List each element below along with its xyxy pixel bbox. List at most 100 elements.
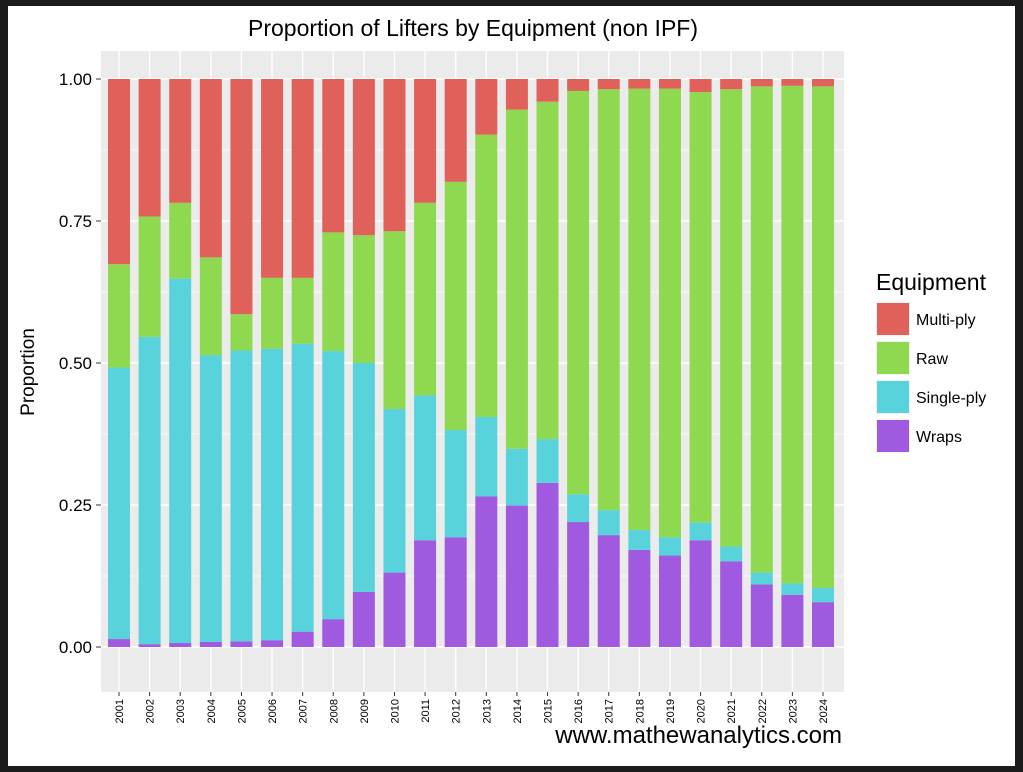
x-tick-label: 2002 — [145, 699, 157, 723]
bar-segment-raw-2011 — [414, 202, 437, 396]
bar-segment-multi-ply-2006 — [261, 79, 284, 278]
x-tick-label: 2015 — [543, 699, 555, 723]
legend: Equipment Multi-ply Raw Single-ply Wraps — [876, 269, 987, 453]
bar-segment-single-ply-2006 — [261, 348, 284, 641]
bar-segment-single-ply-2001 — [108, 367, 130, 640]
bar-segment-raw-2016 — [567, 90, 590, 495]
bar-segment-single-ply-2016 — [567, 494, 590, 523]
bar-segment-multi-ply-2013 — [475, 79, 498, 135]
bar-segment-raw-2015 — [536, 101, 559, 440]
bar-segment-raw-2014 — [505, 109, 528, 449]
bar-segment-multi-ply-2007 — [291, 79, 314, 278]
bars — [108, 79, 834, 647]
bar-segment-wraps-2010 — [383, 572, 406, 647]
bar-segment-single-ply-2004 — [199, 355, 222, 642]
bar-segment-raw-2004 — [199, 257, 222, 356]
bar-segment-multi-ply-2008 — [322, 79, 345, 233]
bar-segment-single-ply-2010 — [383, 409, 406, 573]
bar-segment-wraps-2024 — [812, 602, 834, 647]
bar-segment-wraps-2021 — [720, 561, 743, 647]
bar-segment-wraps-2006 — [261, 640, 284, 647]
bar-segment-wraps-2008 — [322, 619, 345, 647]
bar-segment-raw-2020 — [689, 92, 712, 523]
bar-segment-multi-ply-2022 — [750, 79, 773, 87]
bar-segment-single-ply-2022 — [750, 572, 773, 585]
bar-segment-single-ply-2018 — [628, 529, 651, 550]
bar-segment-multi-ply-2004 — [199, 79, 222, 258]
bar-segment-raw-2003 — [169, 202, 192, 279]
plot-panel — [101, 51, 844, 692]
bar-segment-multi-ply-2005 — [230, 79, 253, 315]
x-tick-label: 2022 — [757, 699, 769, 723]
legend-label: Multi-ply — [916, 312, 976, 329]
bar-segment-single-ply-2011 — [414, 395, 437, 541]
bar-segment-wraps-2003 — [169, 643, 192, 647]
x-tick-label: 2004 — [206, 699, 218, 723]
bar-segment-wraps-2018 — [628, 549, 651, 647]
y-tick-label: 0.25 — [59, 496, 92, 515]
bar-segment-raw-2017 — [597, 89, 620, 511]
x-tick-label: 2018 — [634, 699, 646, 723]
x-tick-label: 2009 — [359, 699, 371, 723]
bar-segment-single-ply-2021 — [720, 546, 743, 562]
bar-segment-raw-2001 — [108, 264, 130, 368]
bar-segment-wraps-2015 — [536, 482, 559, 647]
bar-segment-raw-2021 — [720, 89, 743, 547]
bar-segment-raw-2010 — [383, 231, 406, 410]
bar-segment-multi-ply-2010 — [383, 79, 406, 232]
bar-segment-single-ply-2013 — [475, 416, 498, 497]
bar-segment-wraps-2011 — [414, 540, 437, 647]
bar-segment-single-ply-2014 — [505, 448, 528, 506]
legend-label: Wraps — [916, 429, 962, 446]
bar-segment-raw-2005 — [230, 314, 253, 351]
bar-segment-multi-ply-2024 — [812, 79, 834, 87]
x-tick-label: 2020 — [696, 699, 708, 723]
x-tick-label: 2016 — [573, 699, 585, 723]
y-axis: 0.00 0.25 0.50 0.75 1.00 — [59, 70, 101, 657]
bar-segment-wraps-2007 — [291, 631, 314, 647]
legend-swatch-wraps — [877, 420, 909, 452]
bar-segment-multi-ply-2014 — [505, 79, 528, 110]
legend-swatch-multi-ply — [877, 303, 909, 335]
bar-segment-multi-ply-2012 — [444, 79, 467, 182]
bar-segment-multi-ply-2020 — [689, 79, 712, 93]
bar-segment-raw-2022 — [750, 86, 773, 573]
bar-segment-single-ply-2008 — [322, 351, 345, 620]
y-tick-label: 0.00 — [59, 638, 92, 657]
bar-segment-wraps-2002 — [138, 644, 161, 647]
bar-segment-multi-ply-2021 — [720, 79, 743, 90]
chart-frame: Proportion of Lifters by Equipment (non … — [8, 6, 1015, 766]
bar-segment-multi-ply-2009 — [352, 79, 375, 236]
chart-title: Proportion of Lifters by Equipment (non … — [248, 15, 698, 41]
bar-segment-wraps-2022 — [750, 584, 773, 647]
x-tick-label: 2023 — [787, 699, 799, 723]
x-tick-label: 2021 — [726, 699, 738, 723]
bar-segment-raw-2007 — [291, 277, 314, 344]
bar-segment-raw-2006 — [261, 277, 284, 349]
y-axis-label: Proportion — [18, 328, 39, 416]
bar-segment-raw-2024 — [812, 86, 834, 588]
bar-segment-single-ply-2009 — [352, 363, 375, 592]
y-tick-label: 0.75 — [59, 212, 92, 231]
bar-segment-raw-2009 — [352, 235, 375, 363]
x-tick-label: 2003 — [175, 699, 187, 723]
x-tick-label: 2005 — [236, 699, 248, 723]
bar-segment-multi-ply-2016 — [567, 79, 590, 91]
bar-segment-raw-2019 — [658, 88, 681, 538]
x-tick-label: 2014 — [512, 699, 524, 723]
bar-segment-raw-2008 — [322, 232, 345, 352]
bar-segment-multi-ply-2018 — [628, 79, 651, 89]
legend-swatch-raw — [877, 342, 909, 374]
legend-title: Equipment — [876, 269, 987, 295]
bar-segment-single-ply-2017 — [597, 510, 620, 536]
bar-segment-single-ply-2007 — [291, 343, 314, 632]
bar-segment-raw-2018 — [628, 88, 651, 530]
bar-segment-wraps-2009 — [352, 591, 375, 647]
x-tick-label: 2007 — [298, 699, 310, 723]
x-tick-label: 2013 — [481, 699, 493, 723]
bar-segment-wraps-2013 — [475, 496, 498, 647]
bar-segment-wraps-2023 — [781, 594, 804, 647]
bar-segment-single-ply-2019 — [658, 537, 681, 556]
x-tick-label: 2011 — [420, 699, 432, 723]
x-tick-label: 2006 — [267, 699, 279, 723]
